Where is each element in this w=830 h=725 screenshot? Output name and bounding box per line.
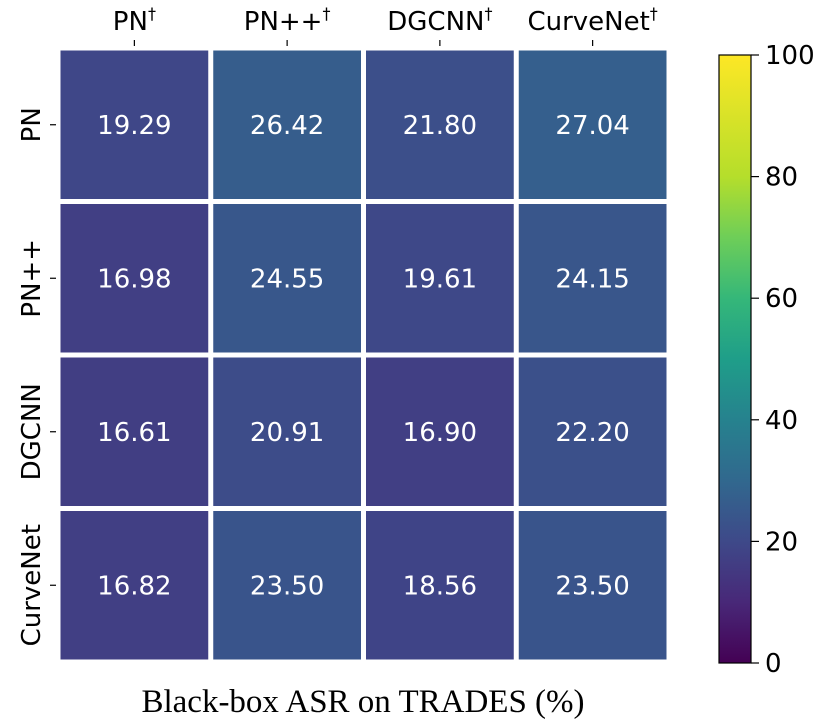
cell-value-label: 24.15	[555, 264, 629, 294]
heatmap-cell	[213, 357, 361, 506]
cell-value-label: 27.04	[555, 111, 629, 141]
cell-value-label: 16.98	[97, 264, 171, 294]
cell-value-label: 20.91	[250, 418, 324, 448]
cell-value-label: 22.20	[555, 418, 629, 448]
colorbar-tick-label: 80	[765, 163, 798, 193]
cell-value-label: 16.82	[97, 571, 171, 601]
cell-value-label: 26.42	[250, 111, 324, 141]
heatmap-cell	[518, 357, 667, 506]
x-axis-caption: Black-box ASR on TRADES (%)	[141, 684, 584, 720]
row-label: PN	[17, 107, 47, 142]
row-labels: PN PN++ DGCNN CurveNet	[17, 107, 56, 646]
heatmap-cell	[213, 511, 361, 660]
row-label: DGCNN	[17, 383, 47, 480]
heatmap-cell	[366, 357, 514, 506]
heatmap-cell	[213, 50, 361, 199]
cell-value-label: 24.55	[250, 264, 324, 294]
heatmap-cell	[366, 50, 514, 199]
cell-value-label: 23.50	[555, 571, 629, 601]
heatmap-cell	[213, 204, 361, 353]
column-label: DGCNN†	[387, 4, 492, 37]
heatmap-cells: 19.29 26.42 21.80 27.04 16.98 24.55 19.61 24.15…	[60, 50, 667, 660]
row-label: PN++	[17, 239, 47, 318]
heatmap-cell	[60, 511, 209, 660]
colorbar-gradient	[718, 54, 752, 664]
heatmap-cell	[366, 511, 514, 660]
colorbar-tick-label: 100	[765, 41, 815, 71]
colorbar-tick-label: 20	[765, 527, 798, 557]
colorbar-tick-label: 60	[765, 284, 798, 314]
cell-value-label: 21.80	[403, 111, 477, 141]
cell-value-label: 19.29	[97, 111, 171, 141]
colorbar: 0 20 40 60 80 100	[718, 41, 815, 679]
colorbar-tick-label: 40	[765, 406, 798, 436]
heatmap-cell	[518, 511, 667, 660]
row-label: CurveNet	[17, 524, 47, 646]
column-label: PN†	[113, 4, 156, 37]
column-labels: PN† PN++† DGCNN† CurveNet†	[113, 4, 658, 46]
heatmap-cell	[60, 50, 209, 199]
heatmap-cell	[366, 204, 514, 353]
heatmap-cell	[518, 204, 667, 353]
cell-value-label: 23.50	[250, 571, 324, 601]
heatmap-cell	[60, 357, 209, 506]
cell-value-label: 18.56	[403, 571, 477, 601]
heatmap-cell	[60, 204, 209, 353]
colorbar-tick-label: 0	[765, 649, 782, 679]
column-label: PN++†	[244, 4, 331, 37]
heatmap-cell	[518, 50, 667, 199]
cell-value-label: 16.61	[97, 418, 171, 448]
column-label: CurveNet†	[527, 4, 657, 37]
cell-value-label: 16.90	[403, 418, 477, 448]
cell-value-label: 19.61	[403, 264, 477, 294]
